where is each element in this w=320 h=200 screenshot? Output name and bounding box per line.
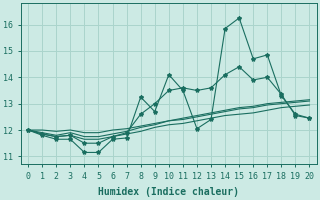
X-axis label: Humidex (Indice chaleur): Humidex (Indice chaleur) xyxy=(98,186,239,197)
